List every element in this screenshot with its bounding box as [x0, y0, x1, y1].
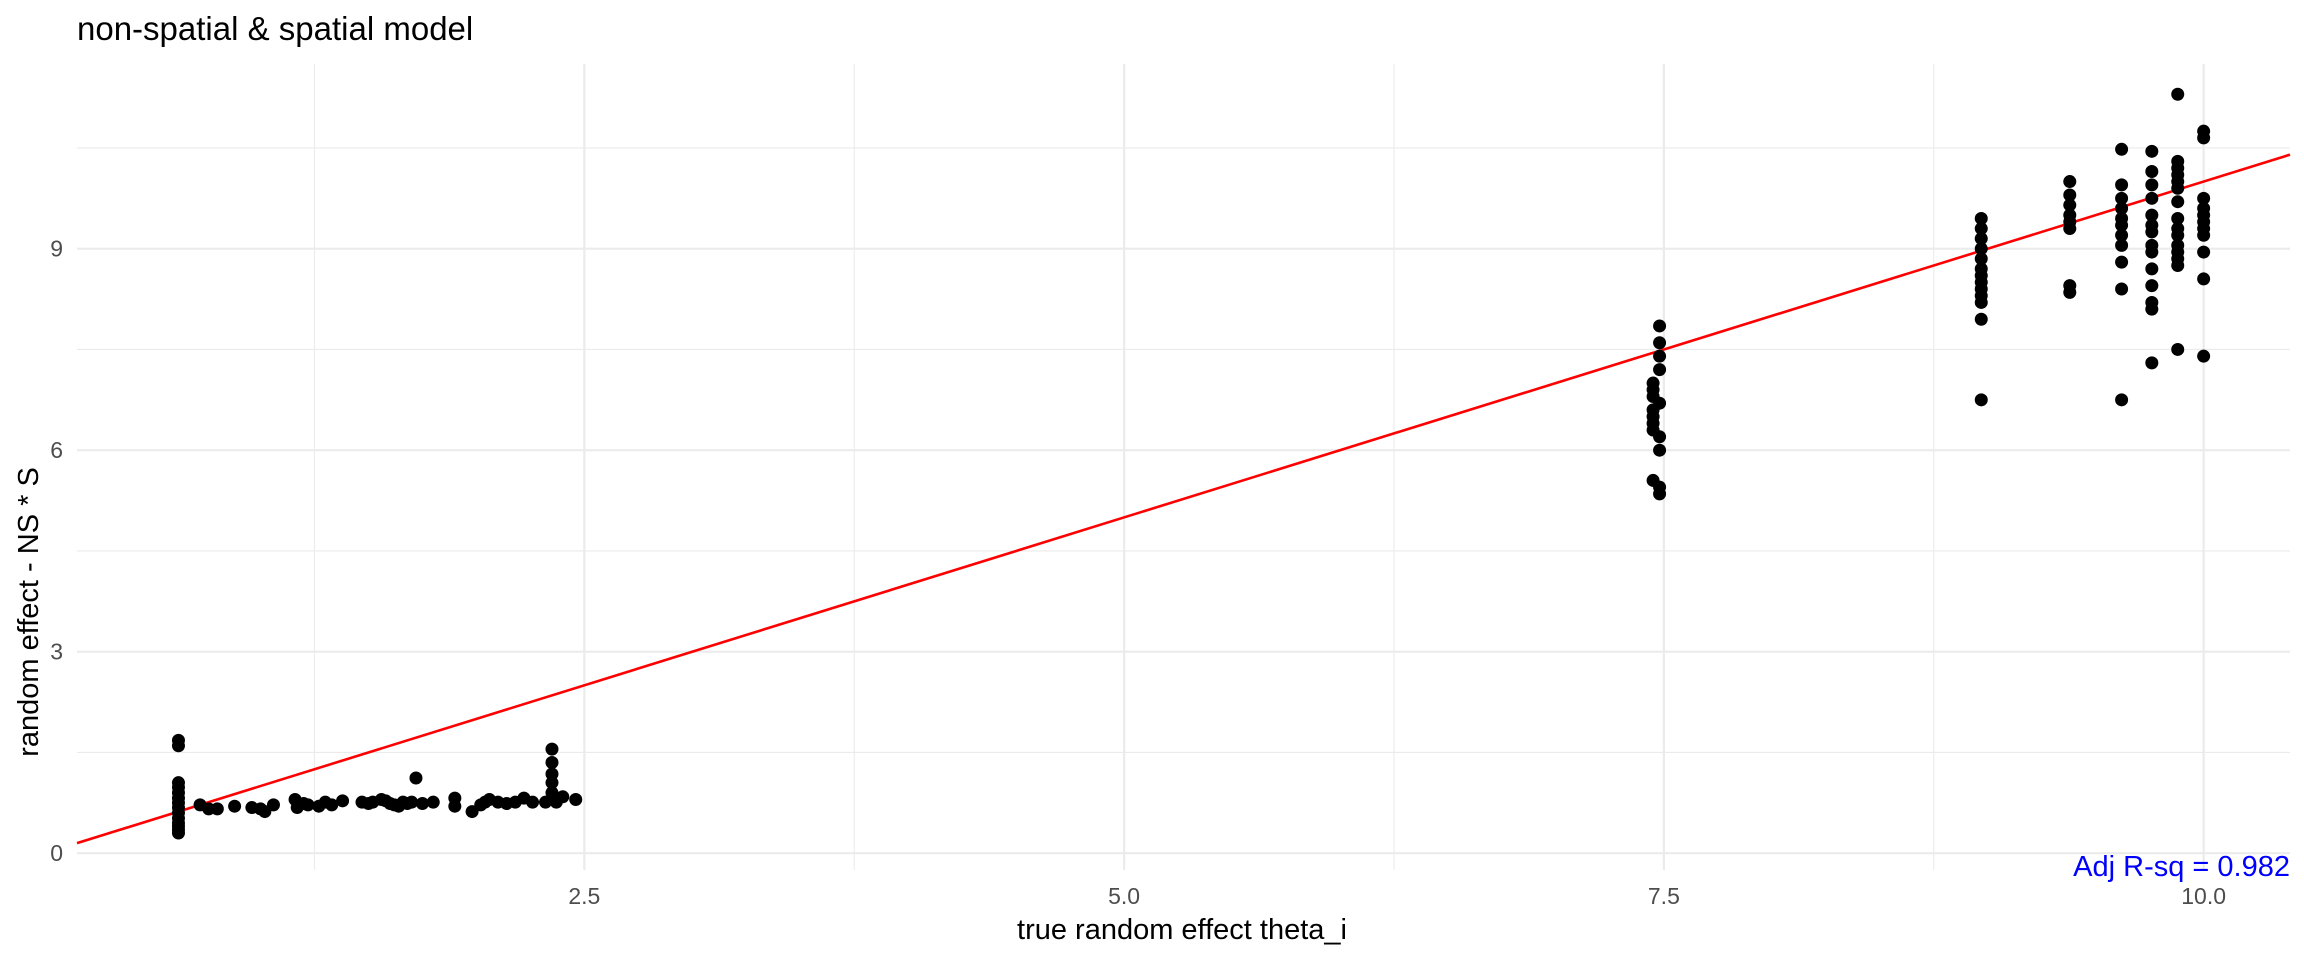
data-point	[2115, 178, 2129, 192]
data-point	[2145, 262, 2159, 276]
data-point	[2115, 228, 2129, 242]
data-point	[2197, 228, 2211, 242]
y-tick-label: 6	[50, 437, 63, 463]
x-axis-title: true random effect theta_i	[1017, 914, 1347, 946]
data-point	[1653, 443, 1667, 457]
data-point	[405, 795, 419, 809]
data-point	[2145, 279, 2159, 293]
data-point	[2115, 201, 2129, 215]
data-point	[2171, 181, 2185, 195]
data-point	[1974, 222, 1988, 236]
data-point	[2115, 191, 2129, 205]
data-point	[2171, 228, 2185, 242]
data-point	[210, 802, 224, 816]
data-point	[2145, 302, 2159, 316]
data-point	[2171, 342, 2185, 356]
fit-line-layer	[76, 153, 2291, 845]
data-point	[336, 794, 350, 808]
data-point	[171, 826, 185, 840]
data-point	[1653, 487, 1667, 501]
x-tick-label: 2.5	[568, 883, 600, 909]
data-points	[171, 87, 2211, 840]
data-point	[2115, 393, 2129, 407]
data-point	[1653, 396, 1667, 410]
data-point	[2145, 191, 2159, 205]
r-squared-annotation: Adj R-sq = 0.982	[2073, 851, 2290, 883]
data-point	[2197, 191, 2211, 205]
data-point	[2115, 282, 2129, 296]
data-point	[2197, 349, 2211, 363]
data-point	[301, 798, 315, 812]
y-axis-title: random effect - NS * S	[13, 467, 45, 757]
data-point	[2171, 211, 2185, 225]
data-point	[2145, 164, 2159, 178]
fit-line	[76, 153, 2291, 845]
data-point	[526, 795, 540, 809]
y-tick-label: 0	[50, 840, 63, 866]
data-point	[2145, 144, 2159, 158]
x-tick-label: 5.0	[1108, 883, 1140, 909]
data-point	[228, 799, 242, 813]
data-point	[2145, 245, 2159, 259]
data-point	[1974, 211, 1988, 225]
data-point	[2171, 87, 2185, 101]
data-point	[1974, 252, 1988, 266]
data-point	[539, 795, 553, 809]
data-point	[1653, 319, 1667, 333]
data-point	[2145, 178, 2159, 192]
data-point	[2171, 259, 2185, 272]
data-point	[2063, 198, 2077, 212]
data-point	[2145, 208, 2159, 222]
data-point	[426, 795, 440, 809]
x-tick-label: 7.5	[1648, 883, 1680, 909]
data-point	[545, 742, 559, 756]
data-point	[2197, 245, 2211, 259]
data-point	[409, 771, 423, 785]
data-point	[448, 799, 462, 813]
data-point	[1653, 430, 1667, 444]
data-point	[2063, 188, 2077, 202]
data-point	[1974, 312, 1988, 326]
y-tick-label: 3	[50, 639, 63, 665]
data-point	[1974, 295, 1988, 309]
data-point	[1974, 242, 1988, 256]
data-point	[2197, 131, 2211, 145]
x-axis-ticks: 2.5 5.0 7.5 10.0	[568, 883, 2226, 909]
data-point	[1974, 232, 1988, 246]
data-point	[2063, 222, 2077, 236]
data-point	[1653, 363, 1667, 377]
data-point	[545, 776, 559, 790]
data-point	[266, 798, 280, 812]
data-point	[2171, 195, 2185, 209]
y-axis-ticks: 0 3 6 9	[50, 236, 63, 866]
grid	[77, 64, 2290, 870]
data-point	[415, 797, 429, 811]
data-point	[2197, 272, 2211, 286]
data-point	[569, 792, 583, 806]
data-point	[325, 798, 339, 812]
y-tick-label: 9	[50, 236, 63, 262]
data-point	[171, 739, 185, 753]
data-point	[2115, 238, 2129, 252]
x-tick-label: 10.0	[2181, 883, 2226, 909]
data-point	[1653, 349, 1667, 363]
data-point	[556, 790, 570, 804]
data-point	[2145, 356, 2159, 370]
chart-title: non-spatial & spatial model	[77, 10, 473, 47]
data-point	[2145, 225, 2159, 239]
data-point	[2063, 285, 2077, 299]
data-point	[1974, 393, 1988, 407]
data-point	[2115, 218, 2129, 232]
data-point	[2115, 255, 2129, 269]
data-point	[1653, 336, 1667, 350]
data-point	[545, 756, 559, 770]
data-point	[2115, 142, 2129, 156]
data-point	[2063, 175, 2077, 189]
